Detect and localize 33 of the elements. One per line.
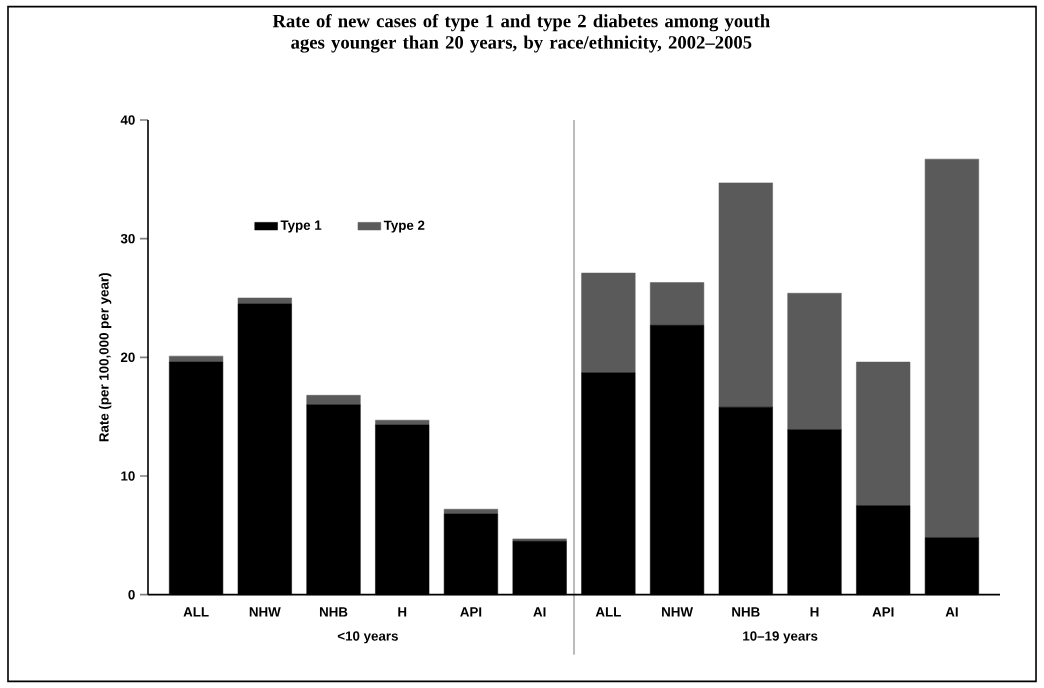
legend-label: Type 1	[280, 220, 322, 233]
text: <10 years	[337, 631, 398, 644]
y-axis-title: Rate (per 100,000 per year)	[98, 273, 112, 442]
x-tick-label: H	[810, 607, 819, 617]
x-tick-label: ALL	[183, 607, 209, 617]
x-tick-label: NHW	[662, 607, 693, 617]
bar	[718, 182, 773, 408]
bar	[924, 158, 979, 538]
y-tick-label: 0	[128, 589, 135, 600]
x-tick-label: ALL	[595, 607, 621, 617]
x-tick-label: AI	[945, 607, 958, 617]
bar	[856, 361, 911, 506]
x-tick-label: API	[872, 607, 894, 617]
x-tick-label: NHB	[732, 607, 760, 617]
bar	[581, 272, 636, 374]
y-tick-label: 30	[120, 233, 135, 244]
y-tick-label: 10	[121, 471, 135, 481]
x-tick-label: AI	[533, 607, 546, 617]
y-tick-label: 20	[120, 352, 135, 363]
y-tick-label: 40	[120, 115, 135, 125]
bar	[512, 538, 567, 542]
bar	[650, 282, 705, 326]
bar	[237, 297, 292, 305]
bar	[306, 395, 361, 406]
x-tick-label: NHB	[319, 607, 348, 617]
x-tick-label: NHW	[249, 607, 281, 617]
bar	[787, 292, 842, 430]
x-tick-label: API	[460, 607, 482, 617]
bar	[169, 355, 224, 363]
x-tick-label: H	[398, 607, 407, 617]
legend-label: Type 2	[383, 220, 425, 233]
text: 10–19 years	[743, 631, 818, 644]
chart-title: Rate of new cases of type 1 and type 2 diabetes among youth ages younger than 20 years, by race/ethnicity, 2002–2005	[272, 14, 770, 53]
